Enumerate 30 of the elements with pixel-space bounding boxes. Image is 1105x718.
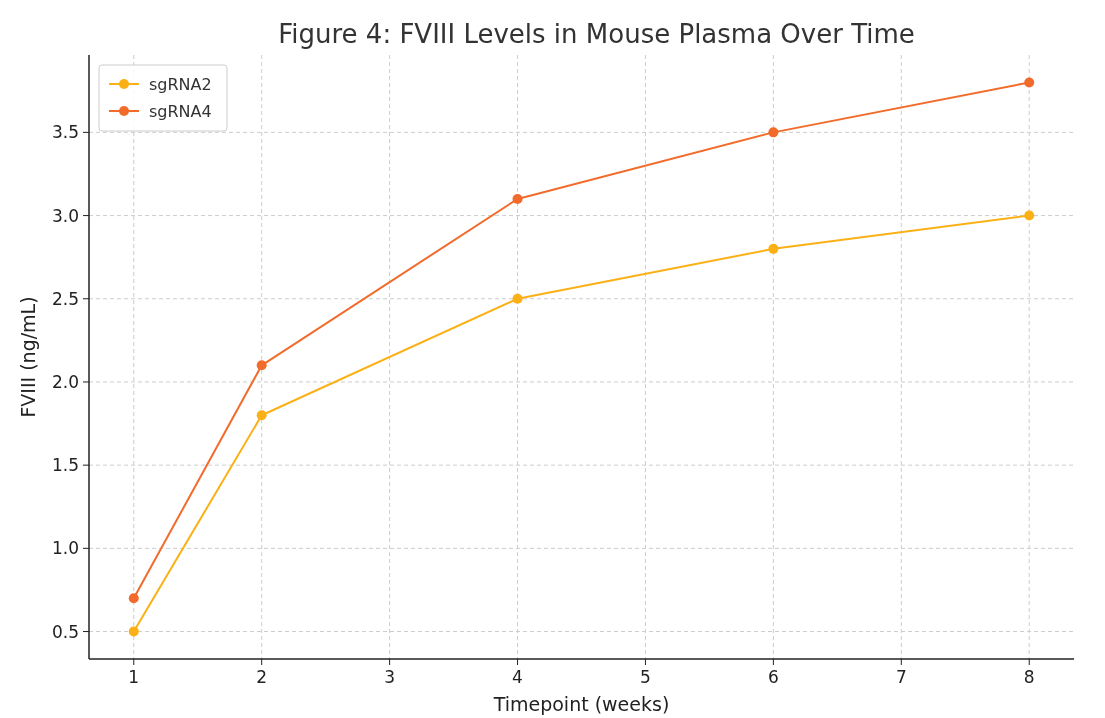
point (768, 127, 779, 138)
y-tick-label: 1.0 (51, 538, 79, 559)
point (128, 593, 139, 604)
legend-label: sgRNA4 (149, 102, 212, 121)
x-tick-label: 1 (128, 667, 140, 687)
x-tick-label: 4 (512, 667, 523, 687)
x-tick-label: 5 (640, 667, 651, 687)
x-tick-label: 3 (384, 667, 396, 687)
point (512, 193, 523, 204)
y-tick-label: 2.0 (51, 371, 79, 392)
x-tick-label: 7 (895, 667, 907, 687)
y-tick-label: 3.0 (51, 205, 79, 226)
y-tick-label: 2.5 (51, 288, 79, 309)
point (128, 626, 139, 637)
point (1024, 77, 1035, 88)
point (256, 410, 267, 421)
y-tick-label: 1.5 (51, 455, 79, 476)
x-tick-label: 2 (256, 667, 268, 687)
point (256, 360, 267, 371)
point (512, 293, 523, 304)
x-tick-label: 8 (1023, 667, 1035, 687)
y-axis-title: FVIII (ng/mL) (17, 296, 39, 418)
y-tick-label: 3.5 (51, 122, 79, 143)
y-tick-label: 0.5 (51, 621, 79, 642)
x-axis-title: Timepoint (weeks) (492, 693, 670, 715)
x-tick-label: 6 (767, 667, 779, 687)
legend-label: sgRNA2 (149, 75, 212, 94)
point (1024, 210, 1035, 221)
chart-title: Figure 4: FVIII Levels in Mouse Plasma Over Time (278, 19, 915, 49)
point (768, 243, 779, 254)
